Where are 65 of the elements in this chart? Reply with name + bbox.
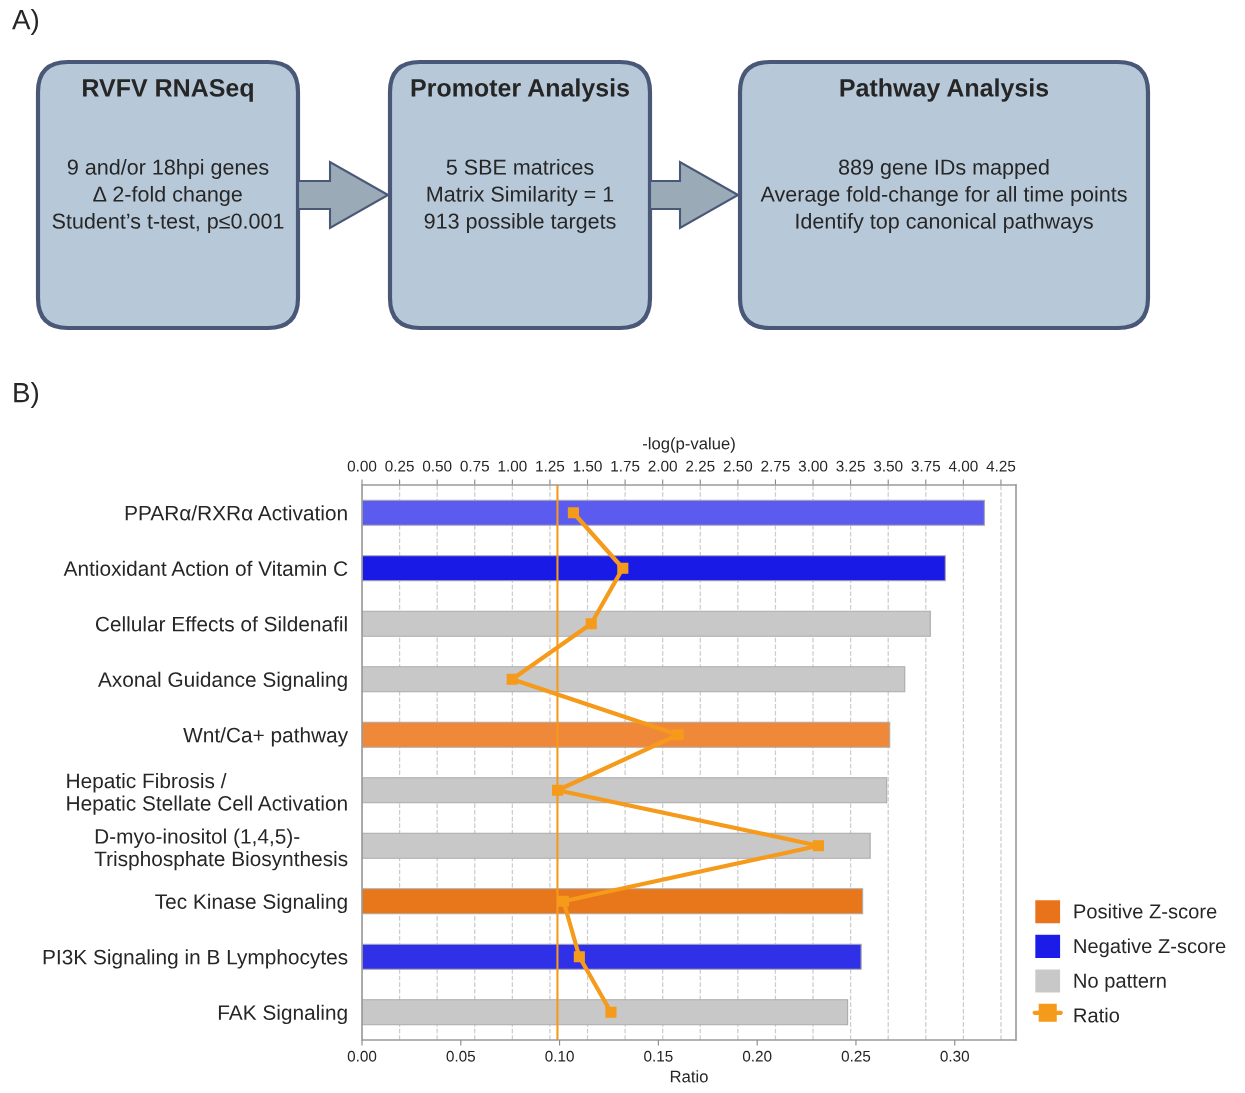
y-tick-label: Tec Kinase Signaling: [155, 893, 347, 914]
legend-label: Positive Z-score: [1074, 903, 1217, 919]
x-tick-label: 0.25: [841, 1050, 871, 1062]
x-tick-label: 0.30: [940, 1050, 970, 1062]
x2-tick-label: 1.00: [498, 460, 527, 472]
x-tick-label: 0.00: [347, 1050, 377, 1062]
point: [506, 673, 518, 685]
y-tick-label: D-myo-inositol (1,4,5)- Trisphosphate Biosynthesis: [94, 828, 348, 871]
legend-label: Ratio: [1074, 1007, 1120, 1023]
text: 889 gene IDs mapped: [839, 158, 1049, 180]
x2-tick-label: 2.50: [723, 460, 753, 472]
y-tick-label: Cellular Effects of Sildenafil: [95, 616, 347, 632]
text: ∆ 2-fold change: [93, 185, 242, 207]
point: [672, 729, 684, 741]
x-axis-title: Ratio: [670, 1070, 708, 1083]
x2-tick-label: 1.50: [573, 460, 602, 472]
x2-tick-label: 3.75: [911, 460, 941, 472]
x-tick-label: 0.20: [742, 1050, 772, 1062]
text: Pathway Analysis: [840, 78, 1049, 102]
x2-axis-title: -log(p-value): [642, 437, 735, 453]
text: Promoter Analysis: [411, 78, 629, 102]
text: Average fold-change for all time points: [760, 185, 1127, 207]
point: [557, 895, 570, 907]
y-tick-label: Antioxidant Action of Vitamin C: [63, 560, 348, 576]
y-tick-label: PI3K Signaling in B Lymphocytes: [43, 949, 348, 969]
y-tick-label: Wnt/Ca+ pathway: [183, 727, 349, 747]
x2-tick-label: 3.00: [798, 460, 828, 472]
point: [567, 507, 579, 519]
x2-tick-label: 0.00: [347, 460, 377, 472]
text: 9 and/or 18hpi genes: [67, 158, 269, 180]
x-tick-label: 0.10: [545, 1050, 574, 1062]
y-tick-label: Axonal Guidance Signaling: [97, 671, 347, 692]
y-tick-label: Hepatic Fibrosis / Hepatic Stellate Cell Activation: [67, 772, 347, 815]
x2-tick-label: 4.00: [948, 460, 978, 472]
legend-label: Negative Z-score: [1074, 938, 1226, 958]
text: Matrix Similarity = 1: [427, 185, 614, 207]
point: [617, 562, 629, 574]
text: RVFV RNASeq: [83, 79, 253, 102]
x2-tick-label: 1.25: [536, 460, 565, 472]
x2-tick-label: 2.00: [648, 460, 677, 472]
x-tick-label: 0.05: [446, 1050, 476, 1062]
legend-label: No pattern: [1074, 973, 1166, 992]
point: [552, 784, 564, 796]
x2-tick-label: 1.75: [611, 460, 640, 472]
x2-tick-label: 2.75: [761, 460, 790, 472]
point: [812, 840, 824, 852]
x2-tick-label: 0.25: [385, 460, 414, 472]
text: 913 possible targets: [424, 212, 616, 234]
point: [585, 618, 597, 630]
text: A): [12, 9, 39, 35]
text: Identify top canonical pathways: [796, 212, 1093, 234]
y-tick-label: FAK Signaling: [218, 1004, 347, 1025]
x2-tick-label: 0.50: [422, 460, 452, 472]
text: B): [14, 382, 39, 408]
point: [573, 951, 585, 963]
x-tick-label: 0.15: [644, 1050, 673, 1062]
text: Student’s t-test, p≤0.001: [52, 212, 284, 234]
y-tick-label: PPARα/RXRα Activation: [125, 505, 347, 521]
x2-tick-label: 3.50: [873, 460, 903, 472]
point: [605, 1006, 617, 1018]
x2-tick-label: 4.25: [986, 460, 1016, 472]
text: 5 SBE matrices: [446, 158, 594, 175]
x2-tick-label: 3.25: [836, 460, 865, 472]
x2-tick-label: 0.75: [460, 460, 489, 472]
x2-tick-label: 2.25: [686, 460, 715, 472]
